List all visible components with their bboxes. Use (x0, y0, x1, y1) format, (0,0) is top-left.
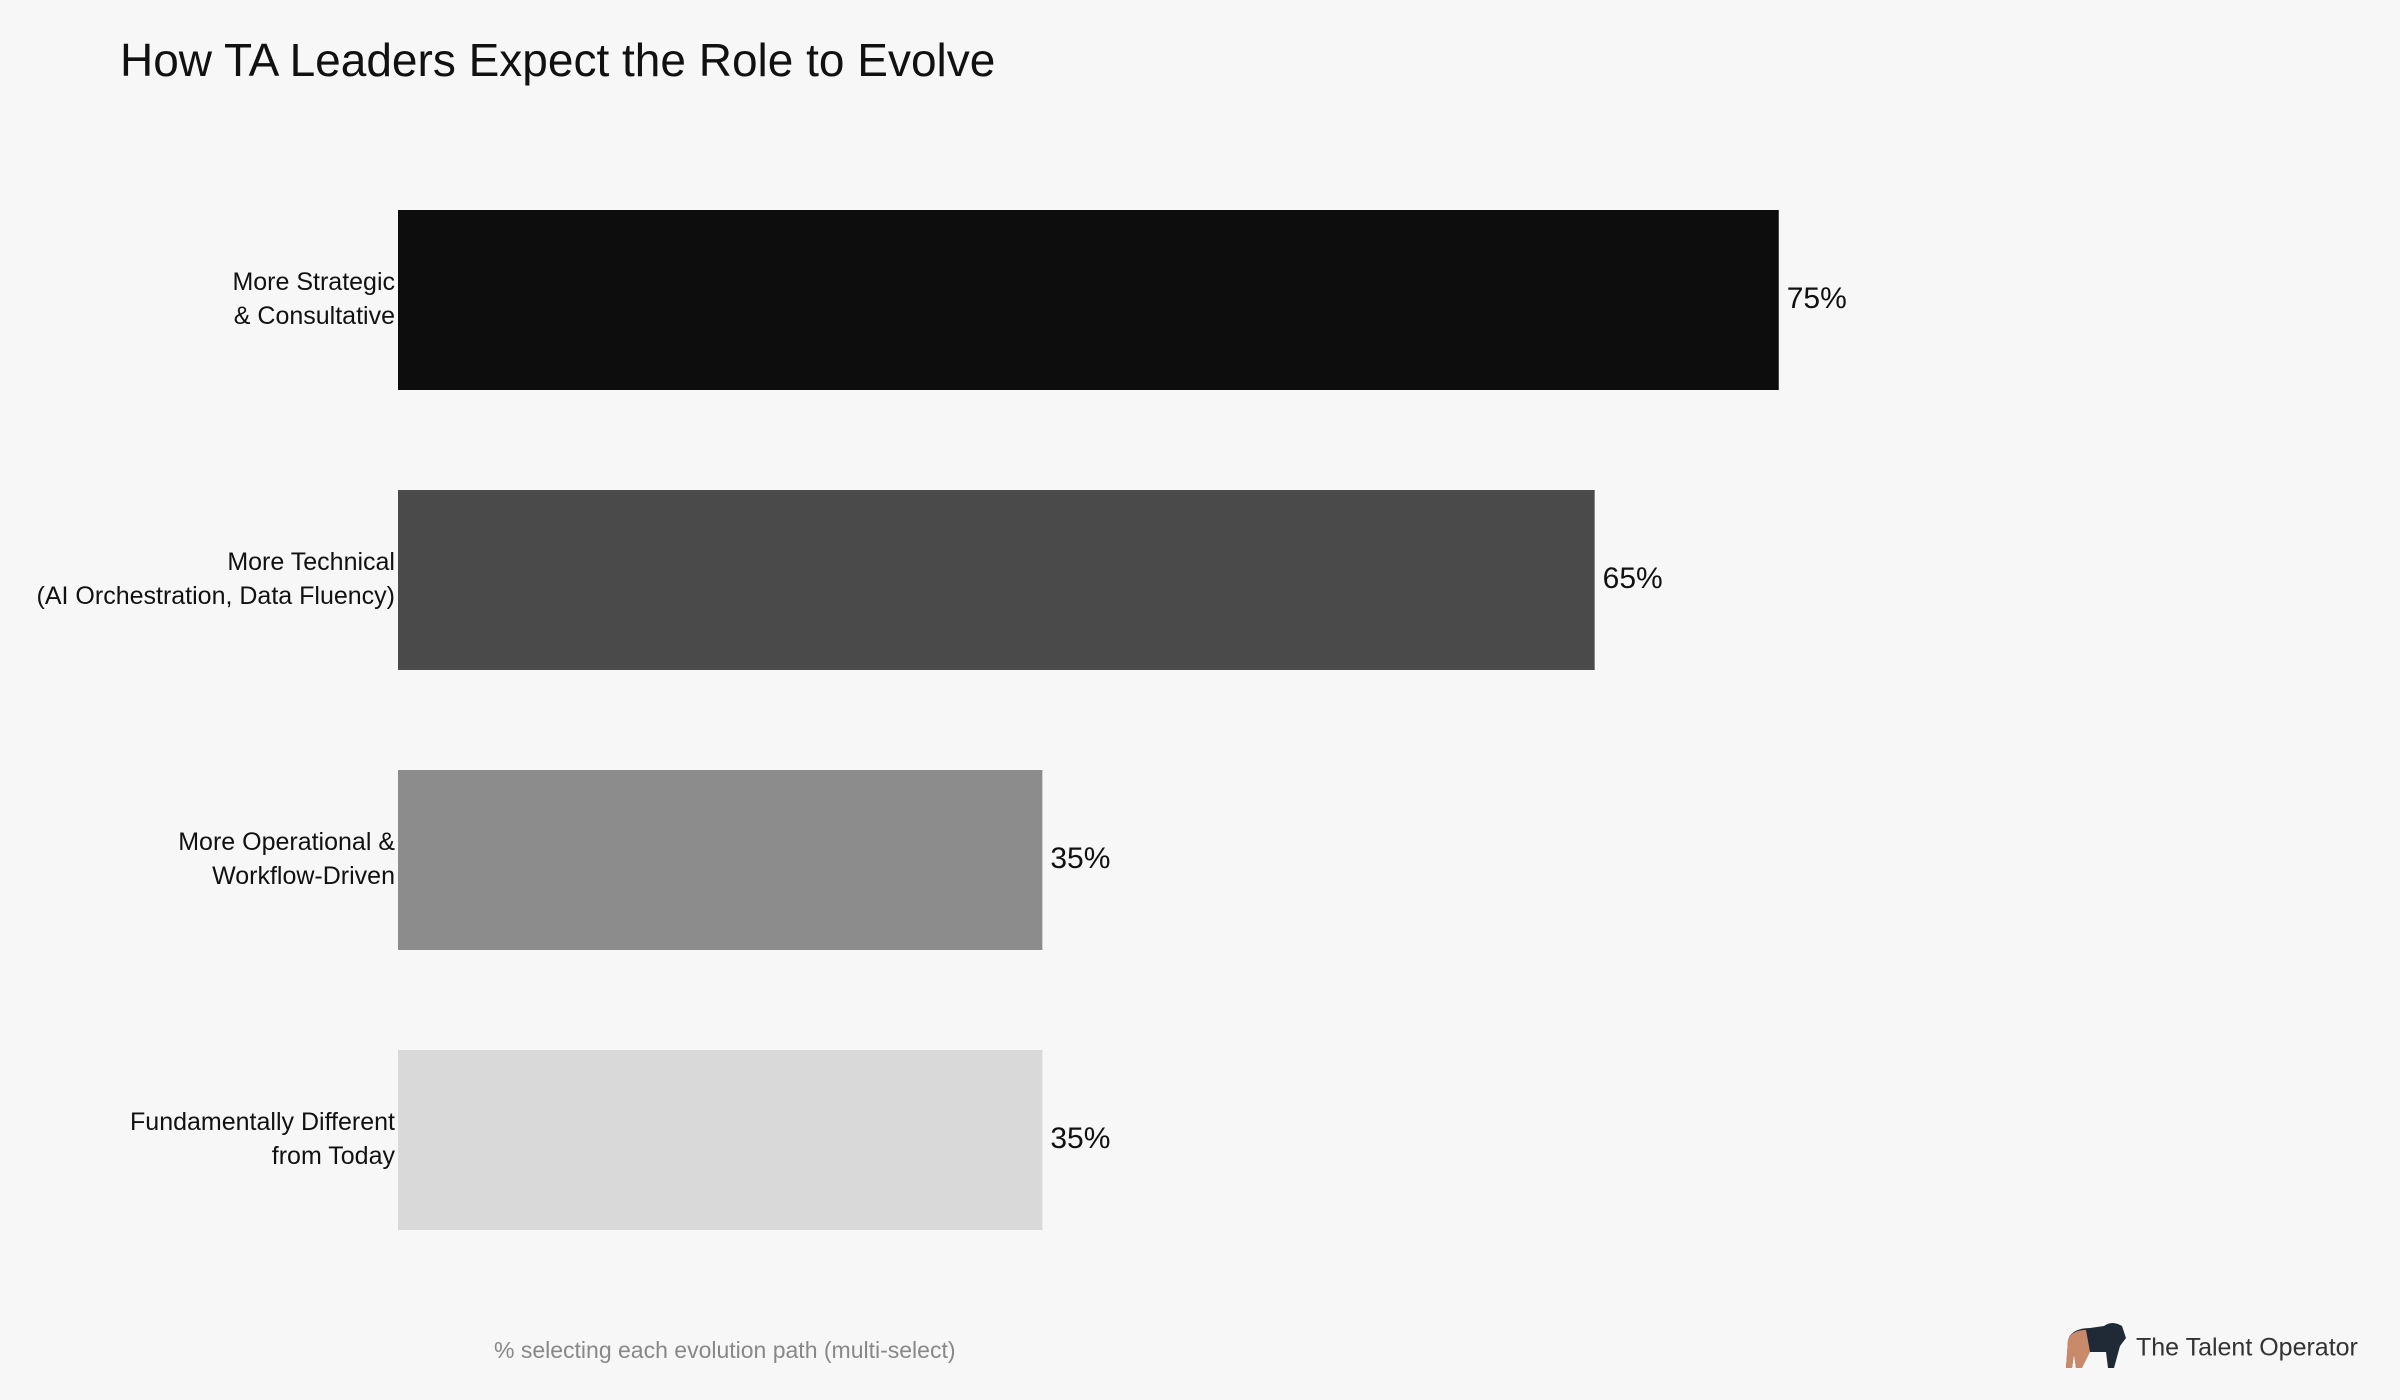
bar (398, 770, 1043, 950)
logo-accent (2066, 1330, 2090, 1368)
value-label: 35% (1050, 842, 1110, 875)
category-label: More Technical (AI Orchestration, Data Fl… (37, 548, 395, 610)
chart-title: How TA Leaders Expect the Role to Evolve (120, 34, 995, 86)
category-label: More Strategic & Consultative (232, 268, 395, 330)
footnote: % selecting each evolution path (multi-s… (494, 1337, 956, 1363)
value-label: 35% (1050, 1122, 1110, 1155)
category-label: Fundamentally Different from Today (130, 1108, 395, 1170)
brand-logo (2066, 1323, 2126, 1368)
bar (398, 210, 1779, 390)
bar (398, 1050, 1043, 1230)
category-label: More Operational & Workflow-Driven (178, 828, 395, 890)
value-label: 75% (1787, 282, 1847, 315)
value-label: 65% (1603, 562, 1663, 595)
bar (398, 490, 1595, 670)
brand-name: The Talent Operator (2136, 1334, 2358, 1362)
